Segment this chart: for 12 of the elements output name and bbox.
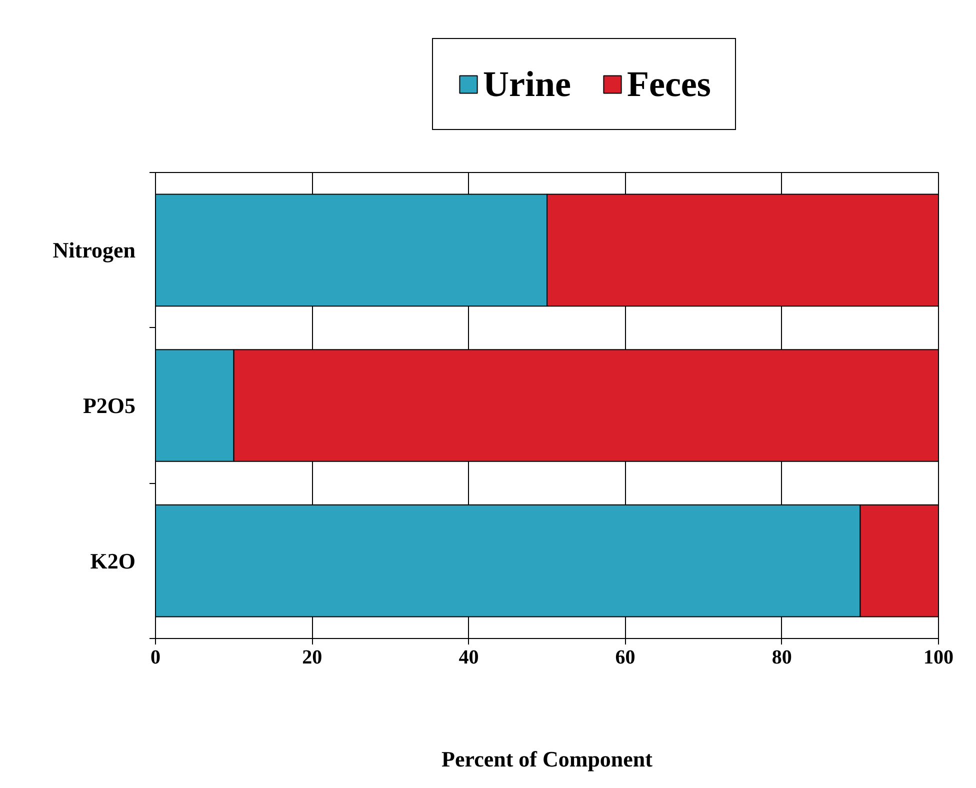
legend-label: Feces — [626, 63, 711, 105]
y-tick-label: K2O — [90, 548, 136, 574]
x-tick-label: 40 — [458, 646, 479, 668]
y-tick-label: Nitrogen — [52, 238, 136, 263]
x-tick-label: 20 — [302, 646, 322, 668]
x-tick-label: 100 — [924, 646, 954, 668]
x-tick-label: 0 — [150, 646, 160, 668]
legend-label: Urine — [483, 63, 571, 105]
x-axis-title: Percent of Component — [442, 746, 654, 772]
x-tick-label: 80 — [772, 646, 792, 668]
y-tick-label: P2O5 — [82, 393, 136, 418]
x-tick-label: 60 — [615, 646, 636, 668]
